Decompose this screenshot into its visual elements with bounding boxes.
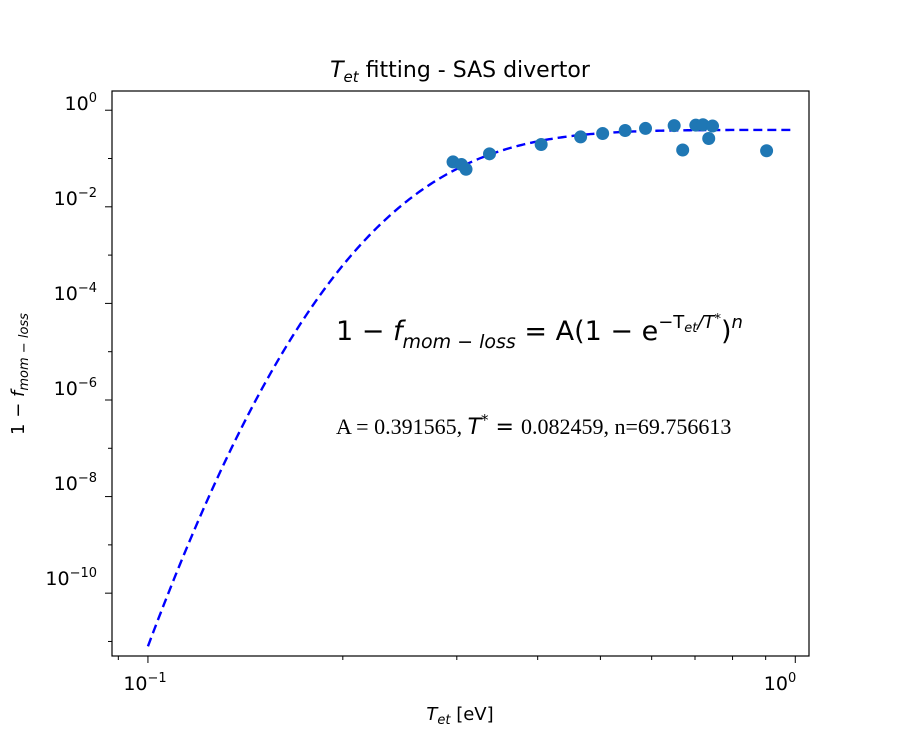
data-point-6 (596, 126, 610, 140)
y-tick-label-1: 10−2 (54, 186, 97, 210)
title-symbol: T (330, 58, 345, 83)
x-axis-label: Tet [eV] (426, 704, 493, 728)
data-point-4 (534, 138, 548, 152)
plot-frame (111, 90, 810, 657)
x-tick-label-1: 100 (764, 671, 796, 695)
title-rest: fitting - SAS divertor (359, 58, 591, 83)
y-tick-label-2: 10−4 (54, 281, 97, 305)
data-point-13 (702, 131, 716, 145)
major-ticks (105, 109, 796, 663)
y-axis-label: 1 − fmom − loss (8, 313, 32, 435)
data-point-7 (618, 124, 632, 138)
chart-title: Tet fitting - SAS divertor (330, 58, 591, 86)
data-point-15 (760, 144, 774, 158)
data-point-3 (483, 147, 496, 161)
data-point-5 (574, 130, 588, 144)
data-point-12 (696, 118, 710, 132)
y-tick-label-0: 100 (65, 91, 97, 115)
y-tick-label-5: 10−10 (45, 566, 97, 590)
data-point-9 (667, 119, 681, 133)
formula-annotation: 1 − fmom − loss = A(1 − e−Tet/T*)n (336, 312, 743, 353)
fit-params-annotation: A = 0.391565, T* = 0.082459, n=69.756613 (336, 411, 731, 440)
y-tick-label-4: 10−8 (54, 471, 97, 495)
data-points (446, 118, 774, 176)
y-tick-label-3: 10−6 (54, 376, 97, 400)
fit-curve (146, 128, 796, 647)
data-point-2 (459, 162, 473, 176)
title-subscript: et (344, 68, 360, 86)
minor-ticks (108, 158, 767, 660)
data-point-10 (676, 143, 690, 157)
data-point-8 (639, 121, 653, 135)
data-point-14 (706, 119, 720, 133)
x-tick-label-0: 10−1 (123, 671, 166, 695)
